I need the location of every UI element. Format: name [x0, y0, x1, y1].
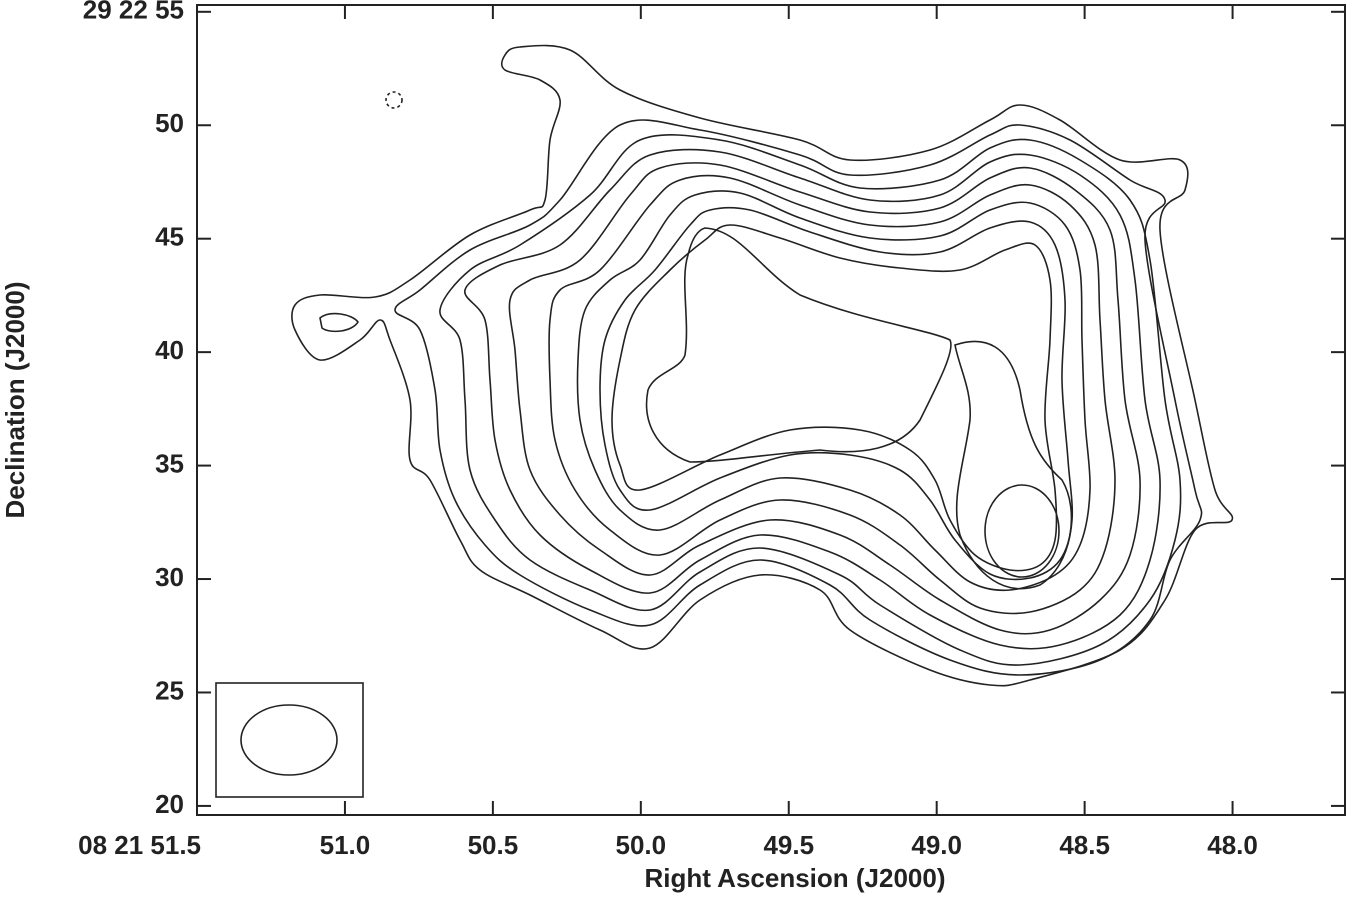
y-tick-label: 29 22 55 — [83, 0, 184, 25]
x-tick-label: 50.5 — [468, 830, 519, 860]
beam — [240, 704, 338, 776]
y-tick-label: 50 — [155, 108, 184, 138]
contour — [319, 312, 359, 333]
x-tick-label: 51.0 — [320, 830, 371, 860]
contour — [439, 134, 1182, 666]
contours — [291, 44, 1234, 687]
contour — [984, 484, 1060, 578]
y-tick-label: 45 — [155, 222, 184, 252]
contour — [611, 224, 1058, 572]
x-tick-label: 48.0 — [1207, 830, 1258, 860]
contour — [385, 91, 403, 109]
x-axis-title: Right Ascension (J2000) — [644, 863, 945, 893]
x-tick-label: 08 21 51.5 — [78, 830, 201, 860]
x-tick-label: 49.0 — [911, 830, 962, 860]
x-tick-label: 50.0 — [616, 830, 667, 860]
plot-frame — [196, 4, 1346, 816]
contour — [599, 206, 1074, 581]
contour — [548, 174, 1116, 615]
y-tick-label: 40 — [155, 335, 184, 365]
x-tick-label: 48.5 — [1059, 830, 1110, 860]
contour — [954, 340, 1073, 590]
y-tick-label: 35 — [155, 448, 184, 478]
y-axis-title: Declination (J2000) — [0, 282, 30, 519]
y-tick-label: 30 — [155, 562, 184, 592]
x-tick-label: 49.5 — [763, 830, 814, 860]
beam-box — [215, 682, 364, 798]
y-tick-label: 25 — [155, 675, 184, 705]
contour — [645, 227, 952, 463]
contour — [291, 44, 1234, 687]
contour — [508, 162, 1141, 635]
contour — [394, 119, 1203, 676]
contour — [464, 148, 1161, 650]
y-tick-label: 20 — [155, 789, 184, 819]
contour — [576, 190, 1091, 592]
